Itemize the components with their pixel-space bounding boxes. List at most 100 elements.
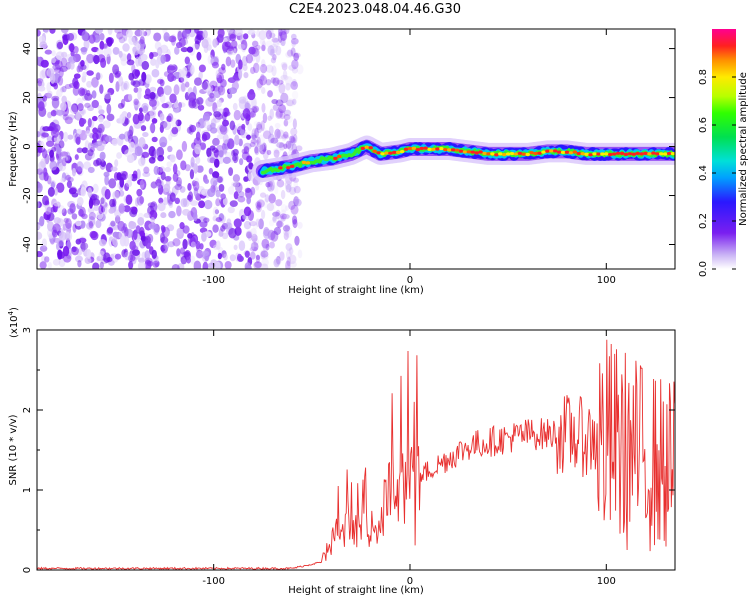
noise-blob <box>241 151 250 161</box>
noise-blob <box>87 166 95 174</box>
noise-blob <box>245 230 253 239</box>
noise-blob <box>251 134 258 140</box>
noise-blob <box>40 59 49 68</box>
noise-blob <box>171 36 176 46</box>
noise-blob <box>261 254 269 260</box>
noise-blob <box>192 212 198 222</box>
echo-peak <box>368 146 373 150</box>
noise-blob <box>226 218 232 227</box>
noise-blob <box>243 146 250 155</box>
noise-blob <box>51 57 57 64</box>
noise-blob <box>144 112 151 122</box>
noise-blob <box>232 155 238 162</box>
echo-peak <box>403 147 409 151</box>
noise-blob <box>137 114 146 124</box>
noise-blob <box>254 145 260 156</box>
noise-blob <box>174 197 181 205</box>
echo-peak <box>419 146 424 150</box>
noise-blob <box>54 60 63 70</box>
snr-ytick-label: 0 <box>22 567 33 573</box>
noise-blob <box>267 180 274 188</box>
noise-blob <box>202 112 211 122</box>
noise-blob <box>270 230 279 242</box>
noise-blob <box>261 209 266 220</box>
echo-peak <box>474 151 479 155</box>
noise-blob <box>279 110 286 120</box>
echo-peak <box>647 152 652 156</box>
noise-blob <box>290 136 297 144</box>
noise-blob <box>124 251 131 261</box>
noise-blob <box>276 255 281 265</box>
noise-blob <box>290 137 296 146</box>
noise-blob <box>37 251 43 258</box>
noise-blob <box>252 223 258 230</box>
noise-blob <box>217 85 224 93</box>
noise-blob <box>149 123 155 132</box>
noise-blob <box>246 134 251 140</box>
noise-blob <box>139 179 147 190</box>
noise-blob <box>270 48 275 58</box>
snr-xlabel: Height of straight line (km) <box>288 585 424 596</box>
noise-blob <box>107 87 115 96</box>
noise-blob <box>64 116 73 125</box>
noise-blob <box>75 220 82 227</box>
noise-blob <box>87 105 94 112</box>
noise-blob <box>251 97 258 109</box>
noise-blob <box>37 29 41 37</box>
noise-blob <box>114 29 123 34</box>
noise-blob <box>272 104 280 111</box>
noise-blob <box>99 261 104 269</box>
noise-blob <box>60 102 67 112</box>
noise-blob <box>220 193 226 200</box>
noise-blob <box>59 65 68 72</box>
noise-blob <box>265 40 273 48</box>
noise-blob <box>267 115 272 121</box>
echo-peak <box>513 152 519 156</box>
snr-ytick-label: 2 <box>22 407 33 413</box>
echo-peak <box>662 152 668 156</box>
noise-blob <box>290 47 296 57</box>
noise-blob <box>84 93 93 101</box>
noise-blob <box>258 30 267 41</box>
noise-blob <box>83 38 90 50</box>
noise-blob <box>60 57 68 68</box>
noise-blob <box>263 198 269 209</box>
noise-blob <box>150 122 156 134</box>
noise-blob <box>153 149 159 159</box>
noise-blob <box>69 188 74 195</box>
noise-blob <box>240 39 248 51</box>
echo-peak <box>545 149 550 153</box>
noise-blob <box>157 78 164 84</box>
noise-blob <box>273 226 282 235</box>
noise-blob <box>188 92 197 103</box>
echo-peak <box>560 150 566 154</box>
noise-blob <box>260 120 265 132</box>
noise-blob <box>259 192 267 198</box>
noise-blob <box>276 179 285 188</box>
noise-blob <box>122 43 130 52</box>
noise-blob <box>160 54 166 64</box>
noise-blob <box>265 243 270 251</box>
noise-blob <box>213 111 222 118</box>
noise-blob <box>142 171 151 178</box>
noise-blob <box>135 43 141 51</box>
noise-blob <box>144 74 152 84</box>
noise-blob <box>265 64 274 73</box>
noise-blob <box>211 147 219 154</box>
noise-blob <box>79 242 89 250</box>
noise-blob <box>284 180 292 190</box>
noise-blob <box>182 66 188 76</box>
noise-blob <box>234 29 243 36</box>
noise-blob <box>106 113 115 122</box>
snr-ticks: -100 0 100 0 1 2 3 <box>22 327 675 587</box>
noise-blob <box>78 208 84 217</box>
echo-peak <box>447 148 452 152</box>
noise-blob <box>217 252 222 260</box>
noise-blob <box>285 76 293 86</box>
noise-blob <box>80 186 87 197</box>
noise-blob <box>71 192 79 198</box>
noise-blob <box>51 97 60 109</box>
noise-blob <box>108 178 117 189</box>
noise-blob <box>176 149 183 161</box>
noise-blob <box>186 256 191 264</box>
